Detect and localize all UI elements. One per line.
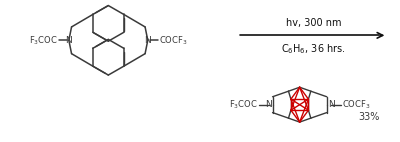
Text: N: N <box>265 100 272 109</box>
Text: F$_3$COC: F$_3$COC <box>229 98 258 111</box>
Text: 33%: 33% <box>359 112 380 122</box>
Text: hv, 300 nm: hv, 300 nm <box>286 18 341 28</box>
Text: COCF$_3$: COCF$_3$ <box>342 98 370 111</box>
Text: N: N <box>144 36 151 45</box>
Text: N: N <box>66 36 72 45</box>
Text: F$_3$COC: F$_3$COC <box>29 34 58 47</box>
Text: N: N <box>328 100 334 109</box>
Text: C$_6$H$_6$, 36 hrs.: C$_6$H$_6$, 36 hrs. <box>281 42 346 56</box>
Text: COCF$_3$: COCF$_3$ <box>159 34 187 47</box>
